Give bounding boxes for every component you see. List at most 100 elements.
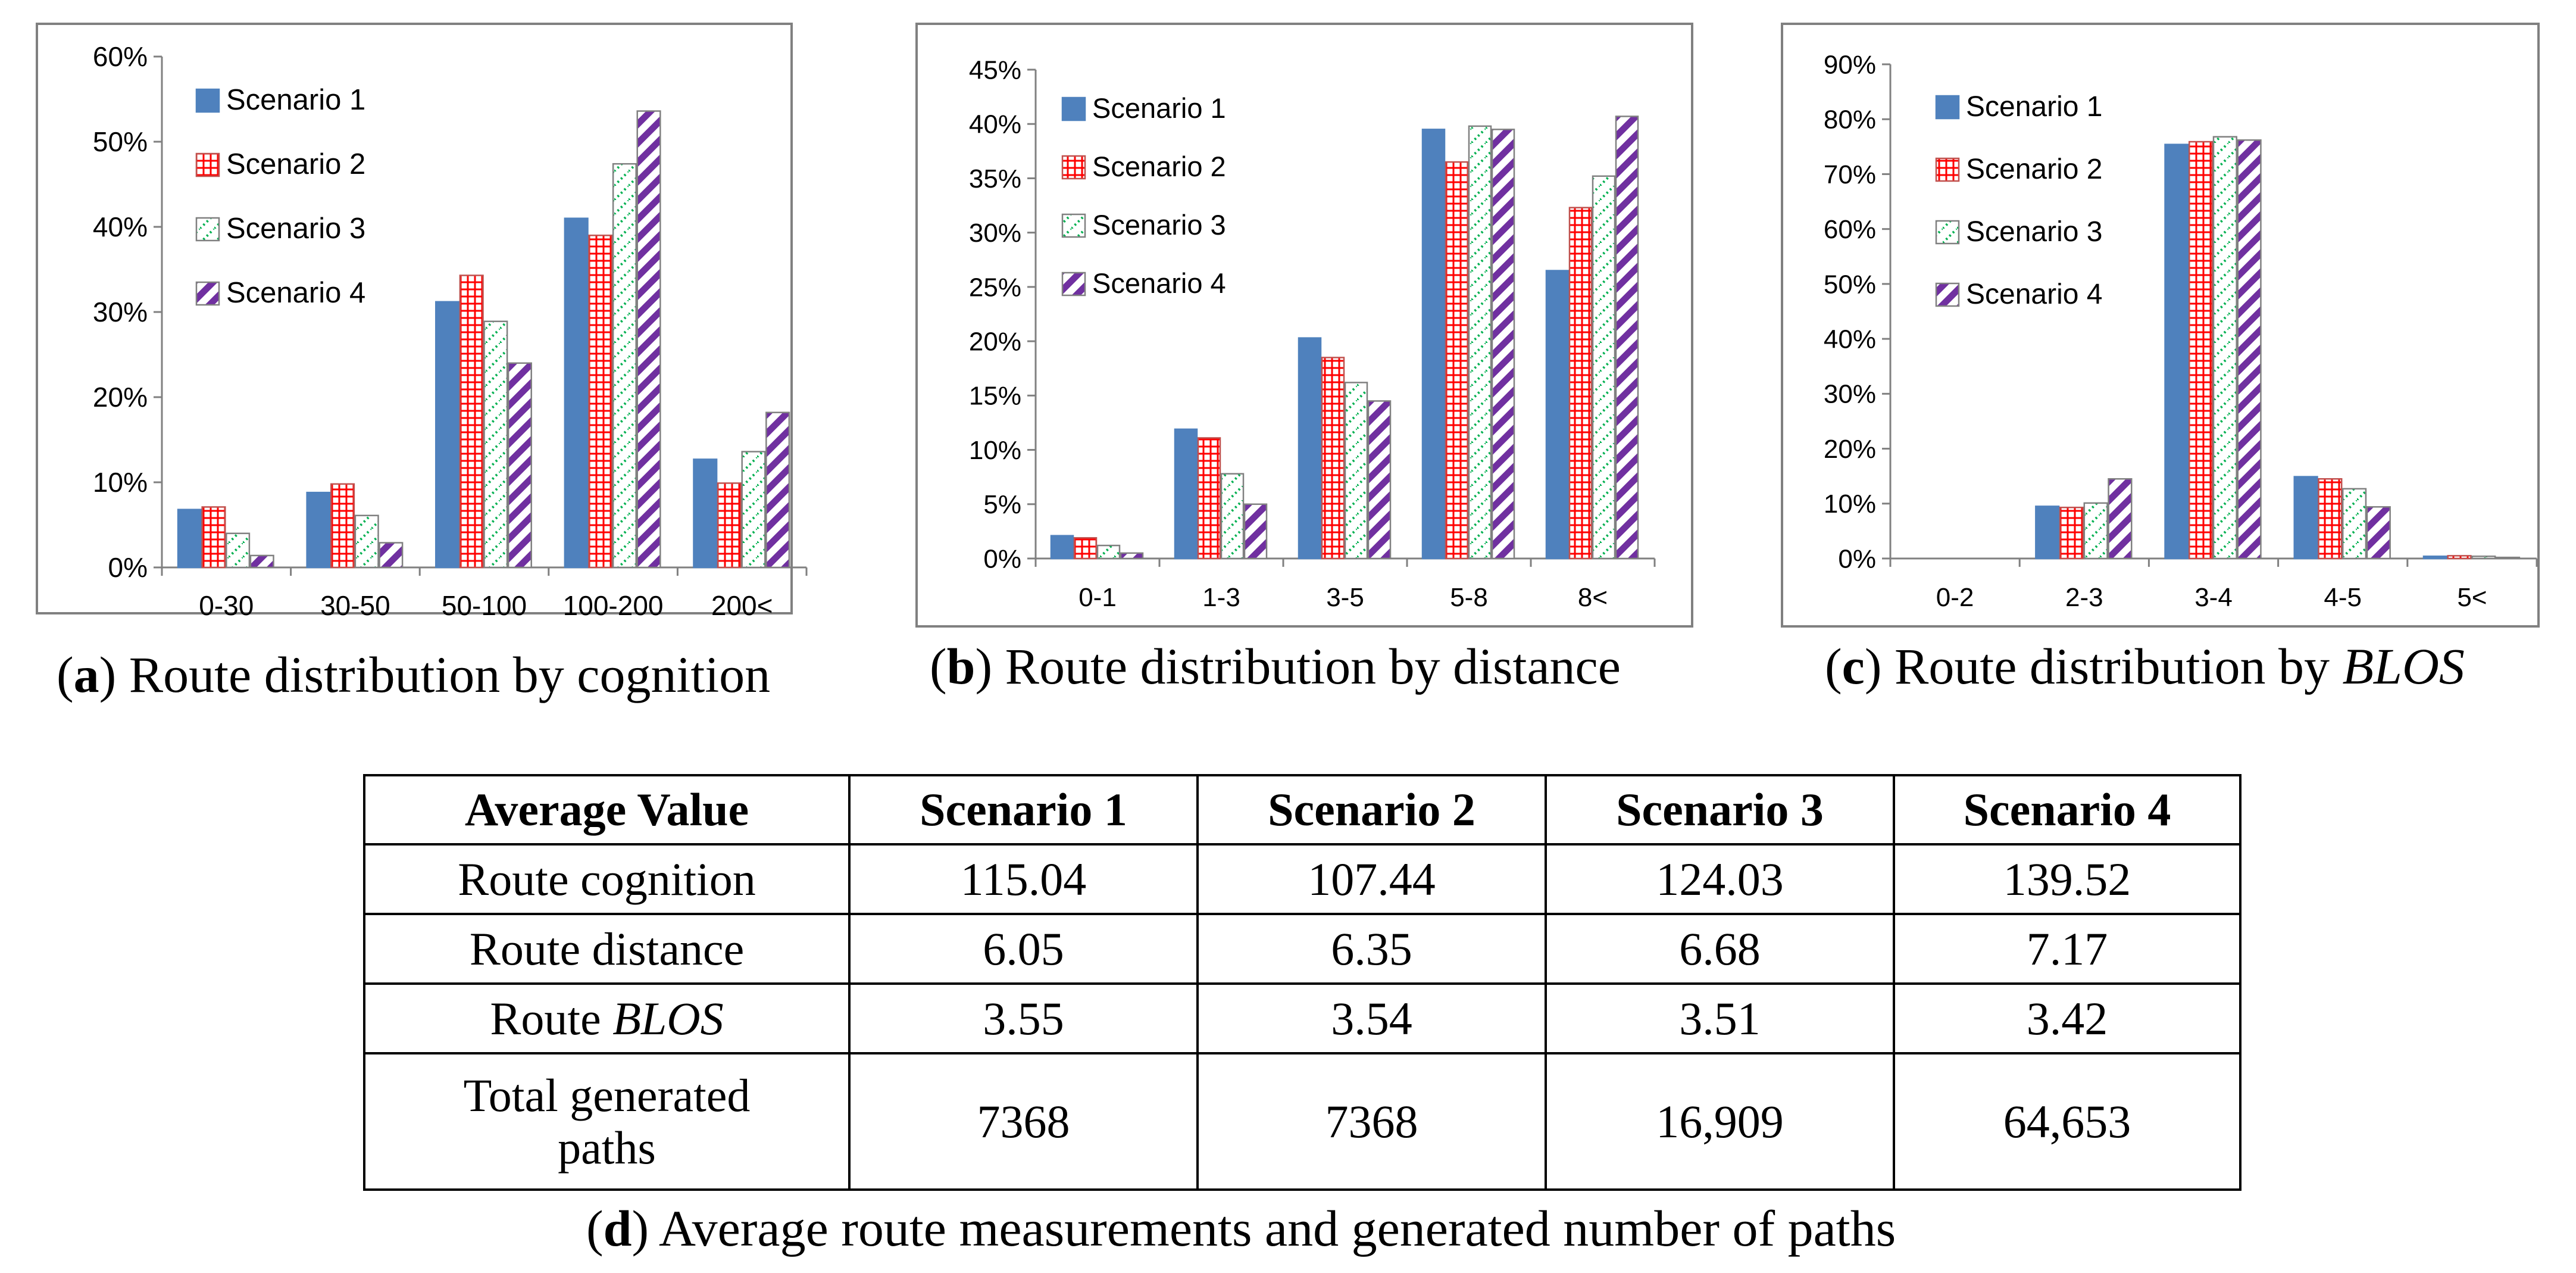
legend-swatch bbox=[195, 281, 220, 306]
chart-frame bbox=[36, 23, 793, 614]
row-label: Total generated paths bbox=[363, 1052, 851, 1191]
y-tick-label: 30% bbox=[969, 219, 1021, 248]
y-tick-label: 0% bbox=[108, 552, 148, 583]
chart-route-distribution-by-blos: 0% 10% 20% 30% 40% 50% 60% 70% 80% 90% 0-2 2-3 3-4 4-… bbox=[1781, 23, 2540, 628]
row-label: Route cognition bbox=[363, 843, 851, 915]
legend-label: Scenario 1 bbox=[1092, 92, 1226, 124]
bar-scenario-2 bbox=[1445, 161, 1469, 560]
table-cell: 3.55 bbox=[848, 982, 1199, 1054]
y-tick-label: 35% bbox=[969, 164, 1021, 194]
legend-swatch bbox=[1935, 282, 1960, 307]
bar-scenario-2 bbox=[1197, 437, 1221, 560]
x-tick-label: 1-3 bbox=[1202, 583, 1240, 612]
legend-label: Scenario 3 bbox=[1092, 209, 1226, 241]
bar-scenario-2 bbox=[201, 506, 226, 569]
x-tick-label: 2-3 bbox=[2065, 583, 2103, 612]
table-cell: 3.42 bbox=[1893, 982, 2242, 1054]
legend-label: Scenario 3 bbox=[1966, 216, 2102, 248]
y-tick-label: 20% bbox=[1824, 435, 1876, 464]
chart-route-distribution-by-cognition: 0% 10% 20% 30% 40% 50% 60% 0-30 30-50 50-100 100-2… bbox=[36, 23, 808, 621]
bar-scenario-3 bbox=[1096, 544, 1121, 560]
bar-scenario-1 bbox=[1421, 129, 1446, 560]
table-cell: 6.68 bbox=[1545, 913, 1895, 985]
x-tick-label: 5< bbox=[2457, 583, 2487, 612]
bar-scenario-2 bbox=[717, 482, 742, 569]
header-average-value: Average Value bbox=[363, 774, 851, 845]
y-tick-label: 50% bbox=[1824, 270, 1876, 299]
header-scenario-1: Scenario 1 bbox=[848, 774, 1199, 845]
bar-scenario-3 bbox=[2212, 136, 2237, 560]
bar-scenario-4 bbox=[2495, 556, 2521, 560]
bar-scenario-4 bbox=[2237, 139, 2262, 560]
row-label: Route distance bbox=[363, 913, 851, 985]
y-tick-label: 5% bbox=[983, 490, 1021, 519]
table-cell: 6.05 bbox=[848, 913, 1199, 985]
y-tick-label: 15% bbox=[969, 382, 1021, 411]
y-tick-label: 30% bbox=[1824, 380, 1876, 409]
table-cell: 107.44 bbox=[1196, 843, 1547, 915]
bar-scenario-4 bbox=[1243, 503, 1268, 560]
table-cell: 6.35 bbox=[1196, 913, 1547, 985]
bar-scenario-1 bbox=[435, 301, 460, 569]
chart-frame bbox=[1781, 23, 2540, 628]
bar-scenario-2 bbox=[588, 235, 613, 569]
table-cell: 124.03 bbox=[1545, 843, 1895, 915]
legend-swatch bbox=[1061, 155, 1086, 180]
bar-scenario-1 bbox=[177, 508, 202, 569]
table-cell: 3.54 bbox=[1196, 982, 1547, 1054]
bar-scenario-3 bbox=[1220, 473, 1245, 560]
y-tick-label: 40% bbox=[93, 211, 148, 242]
bar-scenario-2 bbox=[1321, 357, 1345, 560]
bar-scenario-2 bbox=[330, 483, 355, 569]
bar-scenario-1 bbox=[1545, 270, 1570, 560]
bar-scenario-4 bbox=[1120, 552, 1144, 560]
table-row: Total generated paths 7368 7368 16,909 6… bbox=[363, 1052, 2242, 1191]
bar-scenario-3 bbox=[2341, 488, 2367, 560]
table-cell: 115.04 bbox=[848, 843, 1199, 915]
x-tick-label: 0-30 bbox=[199, 590, 254, 621]
y-tick-label: 45% bbox=[969, 55, 1021, 85]
bar-scenario-4 bbox=[507, 362, 532, 569]
caption-b: (b) Route distribution by distance bbox=[930, 638, 1621, 695]
table-cell: 16,909 bbox=[1545, 1052, 1895, 1191]
bar-scenario-1 bbox=[693, 458, 718, 569]
bar-scenario-2 bbox=[1073, 537, 1098, 560]
bar-scenario-3 bbox=[2471, 556, 2496, 560]
header-scenario-2: Scenario 2 bbox=[1196, 774, 1547, 845]
summary-table: Average Value Scenario 1 Scenario 2 Scen… bbox=[363, 774, 2242, 1191]
bar-scenario-4 bbox=[379, 542, 404, 569]
header-scenario-4: Scenario 4 bbox=[1893, 774, 2242, 845]
y-tick-label: 40% bbox=[1824, 325, 1876, 354]
bar-scenario-3 bbox=[741, 451, 766, 569]
y-tick-label: 25% bbox=[969, 273, 1021, 302]
x-tick-label: 4-5 bbox=[2324, 583, 2362, 612]
bar-scenario-1 bbox=[1298, 337, 1322, 560]
bar-scenario-2 bbox=[459, 274, 484, 569]
bar-scenario-3 bbox=[483, 320, 508, 569]
y-tick-label: 80% bbox=[1824, 105, 1876, 135]
legend-swatch bbox=[195, 217, 220, 242]
bar-scenario-1 bbox=[2293, 476, 2318, 560]
bar-scenario-4 bbox=[1367, 400, 1392, 560]
legend-label: Scenario 2 bbox=[1966, 154, 2102, 185]
x-tick-label: 50-100 bbox=[442, 590, 527, 621]
x-tick-label: 3-5 bbox=[1326, 583, 1364, 612]
bar-scenario-2 bbox=[2318, 478, 2343, 560]
bar-scenario-4 bbox=[1615, 116, 1639, 560]
bar-scenario-4 bbox=[1491, 129, 1515, 560]
bar-scenario-3 bbox=[354, 514, 379, 569]
table-row: Route cognition 115.04 107.44 124.03 139… bbox=[363, 843, 2242, 915]
y-tick-label: 60% bbox=[1824, 215, 1876, 244]
bar-scenario-2 bbox=[2059, 506, 2084, 560]
legend-swatch bbox=[1061, 213, 1086, 238]
bar-scenario-4 bbox=[2108, 478, 2133, 560]
y-tick-label: 20% bbox=[93, 382, 148, 413]
x-tick-label: 0-2 bbox=[1936, 583, 1974, 612]
y-tick-label: 90% bbox=[1824, 50, 1876, 79]
x-tick-label: 0-1 bbox=[1078, 583, 1117, 612]
legend-swatch bbox=[1061, 272, 1086, 297]
y-tick-label: 0% bbox=[983, 544, 1021, 573]
bar-scenario-4 bbox=[636, 110, 661, 569]
y-tick-label: 10% bbox=[1824, 489, 1876, 519]
